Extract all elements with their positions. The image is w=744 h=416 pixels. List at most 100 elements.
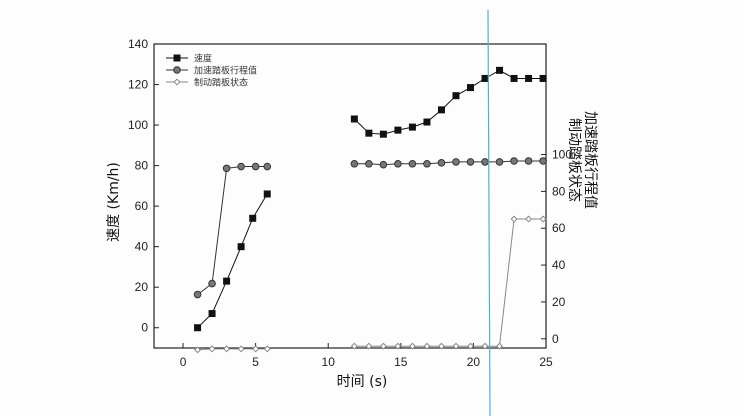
y-right-tick-label: 20 <box>552 295 566 309</box>
y-axis-right-label-brake: 制动踏板状态 <box>566 118 582 202</box>
y-right-tick-label: 40 <box>552 258 566 272</box>
data-point <box>263 190 271 198</box>
data-point <box>193 290 202 299</box>
data-point <box>365 159 373 168</box>
y-right-tick-label: 100 <box>552 148 572 162</box>
data-point <box>173 66 181 74</box>
data-point <box>173 78 181 86</box>
data-point <box>408 123 416 131</box>
tick-layer: 0 5 10 15 20 25 0 20 40 60 80 100 120 140 0 20 40 60 80 100 <box>128 37 572 369</box>
series-0 <box>194 66 547 332</box>
data-point <box>173 54 181 62</box>
data-point <box>525 215 533 223</box>
y-left-tick-label: 100 <box>128 118 148 132</box>
data-point <box>379 130 387 138</box>
plot-frame <box>153 43 547 349</box>
data-point <box>467 84 475 92</box>
data-point <box>208 279 216 288</box>
data-point <box>263 345 271 353</box>
data-point <box>249 214 257 222</box>
data-point <box>423 159 431 168</box>
data-point <box>194 346 202 354</box>
data-point <box>510 157 518 165</box>
series-line <box>197 166 268 295</box>
data-point <box>223 345 231 353</box>
data-point <box>394 126 402 134</box>
legend-entry: 加速踏板行程值 <box>194 65 257 77</box>
data-point <box>252 345 260 353</box>
series-line <box>197 193 268 329</box>
data-point <box>350 115 358 123</box>
y-right-tick-label: 60 <box>552 221 566 235</box>
y-left-tick-label: 140 <box>128 37 148 51</box>
data-point <box>496 342 504 350</box>
data-point <box>379 342 387 350</box>
series-1 <box>193 157 547 299</box>
x-tick-label: 10 <box>322 355 336 369</box>
data-point <box>365 129 373 137</box>
data-point <box>365 342 373 350</box>
data-point <box>539 215 547 223</box>
data-point <box>394 342 402 350</box>
data-point <box>481 74 489 82</box>
data-point <box>237 243 245 251</box>
x-tick-label: 15 <box>394 355 408 369</box>
data-point <box>222 164 231 173</box>
y-left-tick-label: 120 <box>128 78 148 92</box>
data-point <box>539 74 547 82</box>
data-point <box>350 159 359 168</box>
data-point <box>263 162 272 171</box>
y-right-tick-label: 80 <box>552 184 566 198</box>
data-point <box>379 160 388 169</box>
data-point <box>394 159 402 168</box>
data-point <box>466 158 475 166</box>
data-point <box>481 342 489 350</box>
axis-labels: 时间 (s) 速度 (Km/h) 加速踏板行程值 制动踏板状态 <box>106 111 598 390</box>
data-point <box>408 159 417 168</box>
x-tick-label: 0 <box>180 355 187 369</box>
data-point <box>437 106 445 114</box>
series-layer <box>193 66 547 354</box>
data-point <box>452 342 460 350</box>
x-tick-label: 5 <box>252 355 259 369</box>
x-axis-label: 时间 (s) <box>337 374 388 390</box>
data-point <box>539 157 547 165</box>
y-axis-left-label: 速度 (Km/h) <box>106 162 122 242</box>
data-point <box>194 324 202 332</box>
data-point <box>452 158 460 166</box>
series-2 <box>194 215 547 354</box>
data-point <box>423 118 431 126</box>
data-point <box>208 345 216 353</box>
y-axis-right-label-accelerator: 加速踏板行程值 <box>582 111 598 209</box>
data-point <box>408 342 416 350</box>
data-point <box>496 66 504 74</box>
y-left-tick-label: 60 <box>135 199 149 213</box>
data-point <box>510 215 518 223</box>
data-point <box>466 342 475 350</box>
y-left-tick-label: 80 <box>135 159 149 173</box>
x-tick-label: 25 <box>539 355 553 369</box>
y-left-tick-label: 40 <box>135 240 149 254</box>
y-left-tick-label: 20 <box>135 280 149 294</box>
data-point <box>208 310 216 318</box>
legend-entry: 速度 <box>194 53 212 65</box>
data-point <box>524 157 533 165</box>
vertical-cursor-line[interactable] <box>487 9 491 416</box>
y-left-tick-label: 0 <box>141 321 148 335</box>
x-tick-label: 20 <box>467 355 481 369</box>
plot-frame-layer <box>153 43 547 349</box>
legend-entry: 制动踏板状态 <box>194 77 248 89</box>
data-point <box>525 74 533 82</box>
data-point <box>452 92 460 100</box>
data-point <box>437 342 445 350</box>
data-point <box>223 277 231 285</box>
data-point <box>481 158 489 166</box>
data-point <box>437 159 446 167</box>
data-point <box>251 162 260 171</box>
y-right-tick-label: 0 <box>552 332 559 346</box>
data-point <box>495 158 504 166</box>
series-line <box>354 218 544 347</box>
